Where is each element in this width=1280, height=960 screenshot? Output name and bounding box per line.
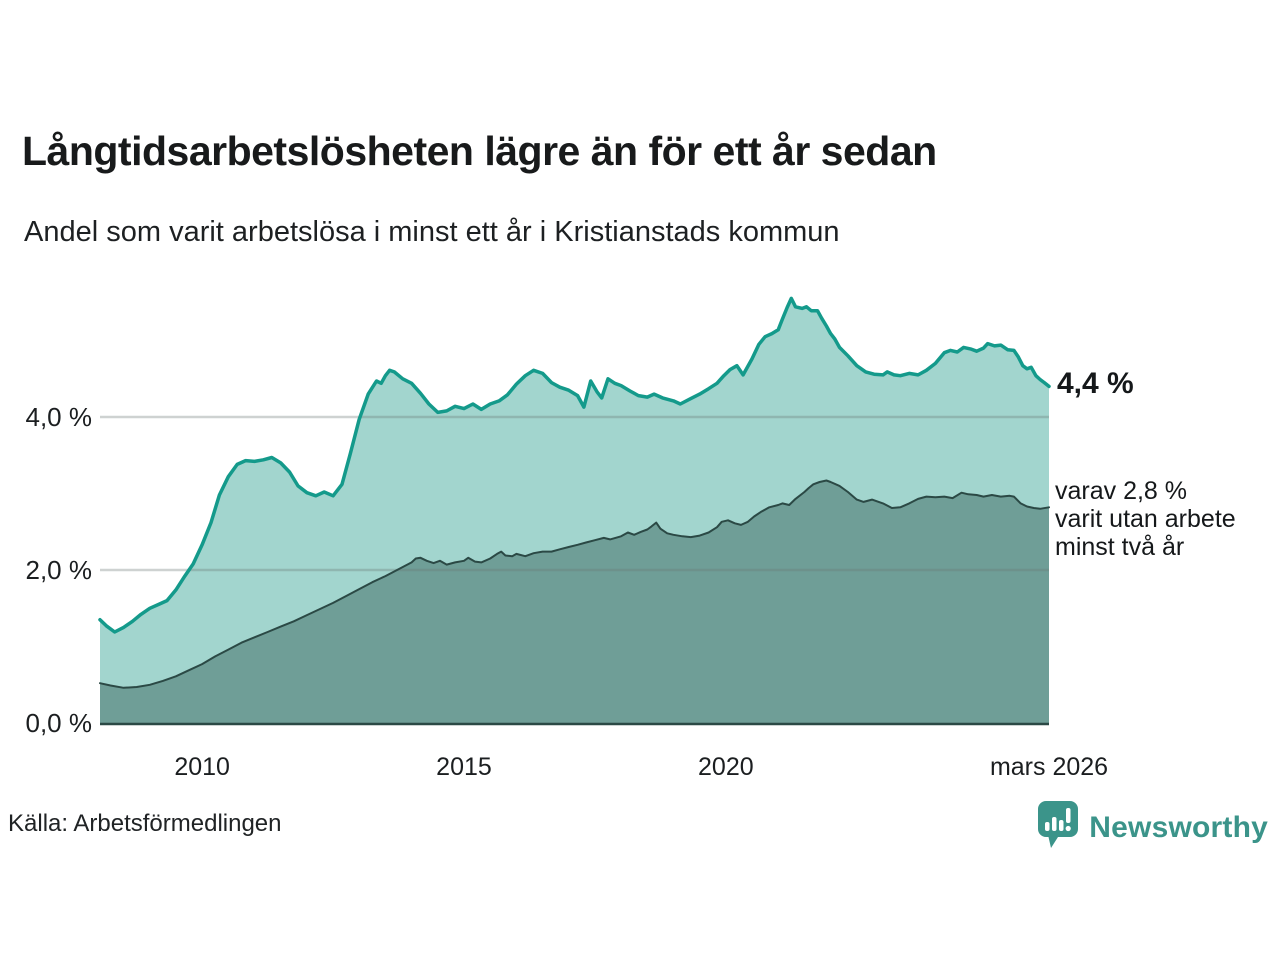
annotation-line-1: varav 2,8 %	[1055, 477, 1188, 506]
page-title: Långtidsarbetslösheten lägre än för ett …	[22, 128, 937, 174]
annotation-line-3: minst två år	[1055, 533, 1185, 562]
series-line-0	[98, 296, 1051, 634]
y-axis-label-2: 2,0 %	[25, 555, 93, 585]
source-note: Källa: Arbetsförmedlingen	[8, 810, 282, 837]
newsworthy-wordmark: Newsworthy	[1089, 810, 1268, 844]
y-axis-label-4: 4,0 %	[25, 402, 93, 432]
x-axis-label-2020: 2020	[698, 753, 754, 781]
series-line-1	[99, 479, 1050, 689]
newsworthy-chart-bubble-icon	[1037, 800, 1079, 855]
series-end-label-one-year: 4,4 %	[1057, 367, 1134, 401]
chart-subtitle: Andel som varit arbetslösa i minst ett å…	[24, 216, 840, 248]
series-end-label-two-years: varav 2,8 % varit utan arbete minst två …	[1055, 477, 1236, 561]
x-axis-label-2015: 2015	[436, 753, 492, 781]
area-fill-1	[100, 480, 1049, 723]
x-axis-label-2010: 2010	[174, 753, 230, 781]
x-axis-label-mars-2026: mars 2026	[989, 753, 1109, 781]
annotation-line-2: varit utan arbete	[1055, 505, 1236, 534]
newsworthy-logo: Newsworthy	[1037, 800, 1268, 855]
y-axis-label-0: 0,0 %	[25, 708, 93, 738]
